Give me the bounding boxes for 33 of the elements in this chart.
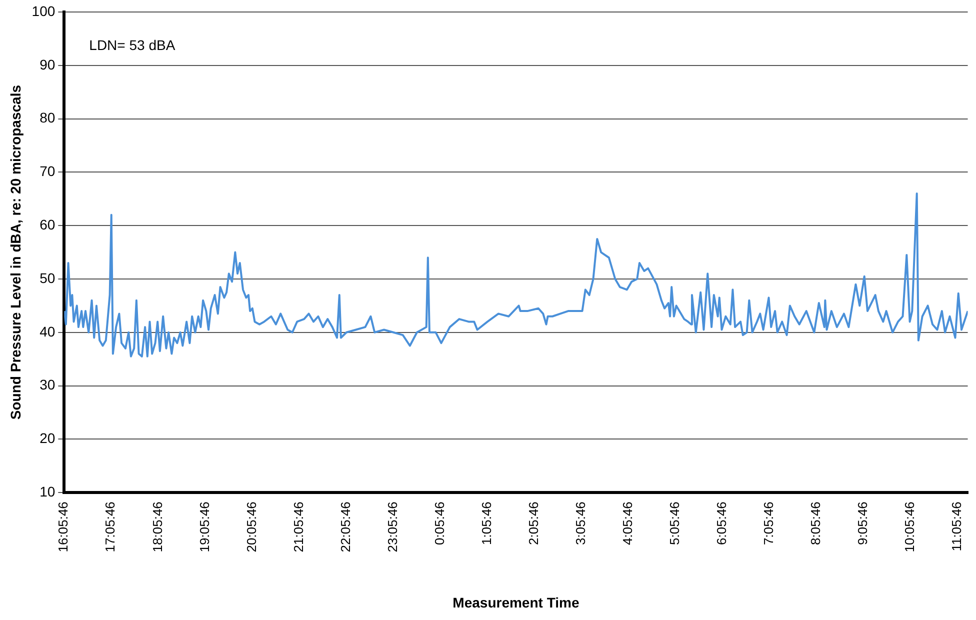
x-tick-label: 8:05:46	[808, 502, 823, 545]
y-tick-label: 40	[40, 323, 56, 340]
annotation: LDN= 53 dBA	[89, 36, 176, 53]
x-tick-label: 6:05:46	[714, 502, 729, 545]
y-tick-label: 60	[40, 216, 56, 232]
y-tick-label: 70	[40, 163, 56, 180]
x-tick-label: 18:05:46	[150, 502, 165, 552]
y-tick-label: 10	[40, 483, 56, 500]
y-tick-label: 100	[32, 2, 56, 19]
x-tick-label: 19:05:46	[196, 502, 212, 552]
x-tick-label: 11:05:46	[948, 502, 964, 552]
y-tick-label: 30	[40, 376, 56, 393]
x-tick-label: 17:05:46	[102, 502, 118, 552]
x-tick-label: 2:05:46	[526, 502, 541, 545]
x-tick-label: 3:05:46	[572, 502, 588, 545]
x-tick-label: 5:05:46	[666, 502, 682, 545]
x-tick-label: 0:05:46	[432, 502, 447, 545]
x-tick-label: 23:05:46	[384, 502, 400, 552]
y-tick-label: 50	[40, 270, 56, 286]
x-tick-label: 7:05:46	[760, 502, 776, 545]
x-tick-label: 4:05:46	[620, 502, 635, 545]
x-tick-label: 9:05:46	[854, 502, 870, 545]
y-axis-title: Sound Pressure Level in dBA, re: 20 micropascals	[7, 84, 24, 420]
y-tick-label: 80	[40, 110, 56, 126]
x-tick-label: 16:05:46	[56, 502, 71, 552]
x-tick-label: 10:05:46	[902, 502, 917, 552]
y-tick-label: 20	[40, 430, 56, 446]
x-tick-label: 1:05:46	[478, 502, 494, 545]
x-tick-label: 21:05:46	[290, 502, 306, 552]
x-tick-label: 20:05:46	[244, 502, 259, 552]
x-axis-title: Measurement Time	[452, 594, 580, 610]
x-tick-label: 22:05:46	[338, 502, 353, 552]
y-tick-label: 90	[40, 56, 56, 72]
